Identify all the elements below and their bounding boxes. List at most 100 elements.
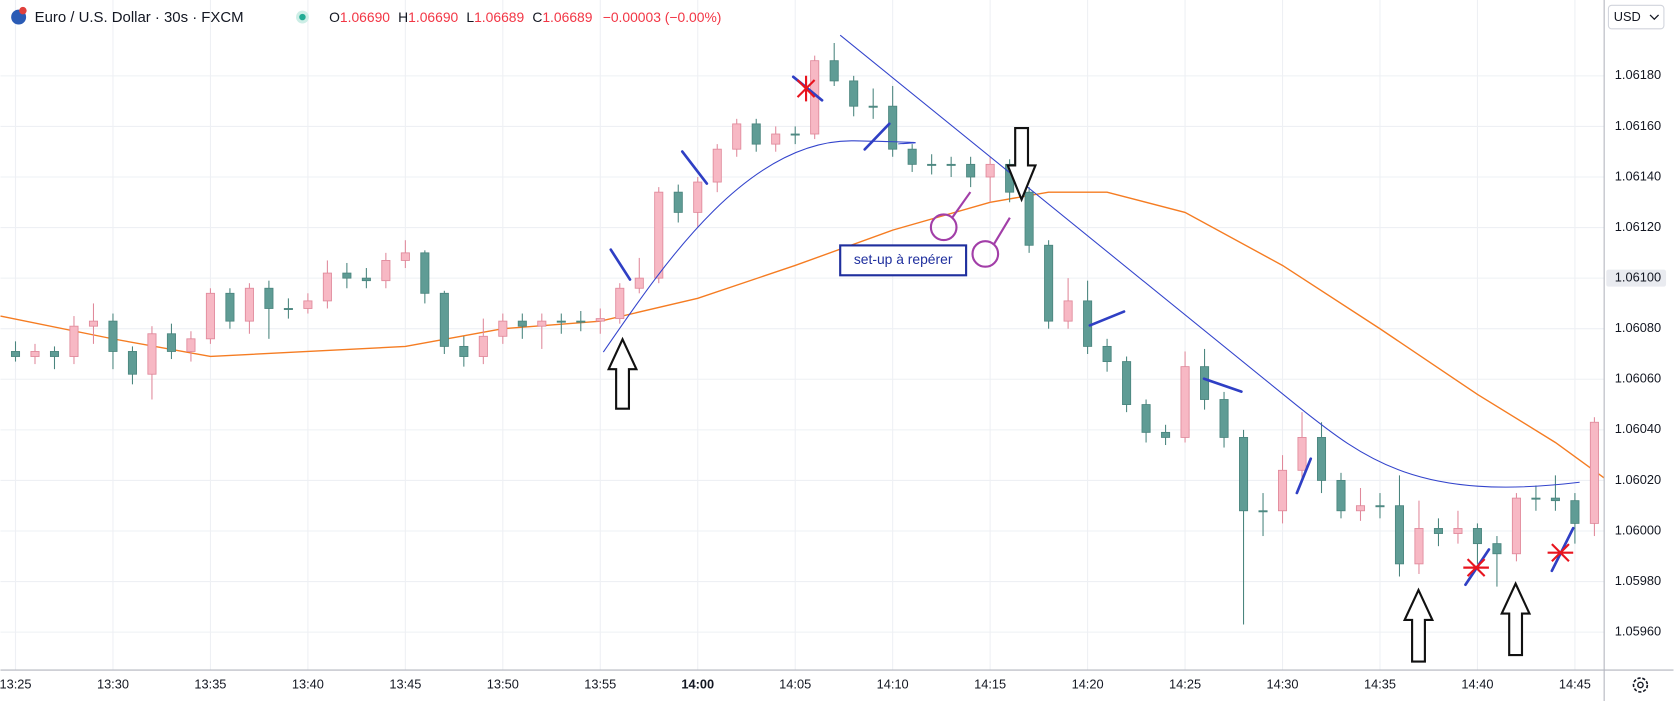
market-status-dot[interactable]	[299, 13, 306, 21]
candle-body	[771, 133, 781, 145]
annotation-box	[839, 244, 968, 277]
arrows	[606, 126, 1532, 663]
candle-body	[927, 163, 937, 166]
purple-markers	[929, 191, 1011, 268]
up-arrow	[1500, 581, 1532, 657]
stroke-mark	[1202, 377, 1243, 393]
candle-body	[1394, 505, 1404, 565]
price-marker	[1606, 269, 1667, 287]
candle-body	[1180, 366, 1190, 438]
candle-body	[498, 320, 508, 337]
candle-body	[907, 148, 917, 165]
stroke-mark	[609, 248, 632, 281]
y-tick-label: 1.06080	[1615, 320, 1661, 335]
candle-body	[49, 351, 60, 357]
y-tick-label: 1.06140	[1615, 168, 1661, 183]
currency-label[interactable]: USD	[1614, 9, 1641, 24]
x-tick-label: 14:00	[681, 676, 714, 691]
legend: Euro / U.S. Dollar · 30s · FXCM O1.06690…	[11, 6, 721, 26]
cross-mark	[1547, 543, 1574, 562]
cross-mark	[1463, 558, 1489, 577]
candle-body	[69, 325, 79, 357]
candle-body	[712, 148, 722, 183]
x-tick-label: 14:15	[974, 676, 1006, 691]
stroke-mark	[1088, 310, 1126, 327]
moving-average-layer	[0, 191, 1605, 479]
x-tick-label: 14:20	[1072, 676, 1104, 691]
circle-marker	[971, 240, 1000, 268]
high-label: H	[398, 9, 408, 25]
candle-body	[264, 287, 274, 309]
candle-body	[634, 277, 644, 289]
candle-body	[790, 133, 800, 136]
y-tick-label: 1.06020	[1615, 472, 1661, 487]
candle-body	[244, 287, 254, 322]
candle-body	[1200, 366, 1210, 400]
settings-button[interactable]	[1632, 677, 1649, 693]
candle-body	[868, 105, 878, 108]
low-value: 1.06689	[474, 9, 524, 25]
x-tick-label: 13:30	[97, 676, 129, 691]
candle-body	[1122, 361, 1132, 405]
y-tick-label: 1.06040	[1615, 421, 1661, 436]
candle-body	[1433, 528, 1443, 534]
candle-body	[322, 272, 332, 302]
x-tick-label: 14:10	[877, 676, 909, 691]
candle-body	[342, 272, 352, 279]
y-tick-label: 1.05960	[1615, 624, 1661, 639]
candle-body	[478, 335, 488, 357]
candle-body	[361, 277, 371, 282]
x-tick-label: 14:05	[779, 676, 811, 691]
currency-caret[interactable]	[1649, 14, 1660, 21]
candle-body	[1531, 497, 1541, 500]
candle-body	[751, 123, 761, 145]
candle-body	[303, 300, 313, 309]
red-crosses	[796, 75, 1574, 577]
x-tick-label: 13:35	[194, 676, 226, 691]
candle-body	[1316, 437, 1327, 481]
settings-center[interactable]	[1637, 681, 1644, 689]
marker-line	[992, 217, 1011, 245]
candle-body	[1414, 528, 1424, 565]
candle-body	[1550, 497, 1560, 502]
candle-body	[1570, 500, 1580, 524]
settings-gear[interactable]	[1632, 677, 1649, 693]
candle-body	[1297, 437, 1307, 471]
y-tick-label: 1.06160	[1615, 118, 1661, 133]
candle-body	[400, 252, 410, 261]
candle-body	[654, 191, 664, 279]
close-value: 1.06689	[542, 9, 592, 25]
candle-body	[849, 80, 859, 107]
marker-line	[951, 191, 972, 219]
symbol-title: Euro / U.S. Dollar · 30s · FXCM	[35, 9, 244, 26]
candle-body	[595, 318, 605, 322]
candle-body	[576, 320, 586, 323]
currency-button[interactable]	[1607, 4, 1665, 30]
candle-body	[30, 351, 40, 357]
x-tick-label: 14:25	[1169, 676, 1201, 691]
candle-body	[985, 163, 995, 178]
y-tick-label: 1.06060	[1615, 371, 1661, 386]
x-tick-label: 14:45	[1559, 676, 1591, 691]
candle-body	[888, 105, 898, 150]
symbol-icon-flag	[19, 6, 27, 15]
candle-body	[283, 308, 293, 310]
trend-curve	[602, 140, 916, 353]
up-arrow	[1402, 587, 1435, 663]
candle-body	[439, 292, 449, 347]
annotation-text: set-up à repérer	[854, 251, 953, 267]
circle-marker	[929, 213, 958, 242]
x-tick-label: 13:55	[584, 676, 616, 691]
candle-body	[1492, 543, 1502, 555]
candle-body	[166, 333, 176, 352]
candle-body	[108, 320, 118, 352]
y-tick-label: 1.05980	[1615, 573, 1661, 588]
candle-body	[1063, 300, 1073, 322]
x-tick-label: 13:50	[487, 676, 519, 691]
candle-body	[732, 123, 742, 150]
y-tick-label: 1.06000	[1615, 522, 1661, 537]
candle-body	[10, 351, 21, 357]
candle-body	[1044, 244, 1054, 322]
